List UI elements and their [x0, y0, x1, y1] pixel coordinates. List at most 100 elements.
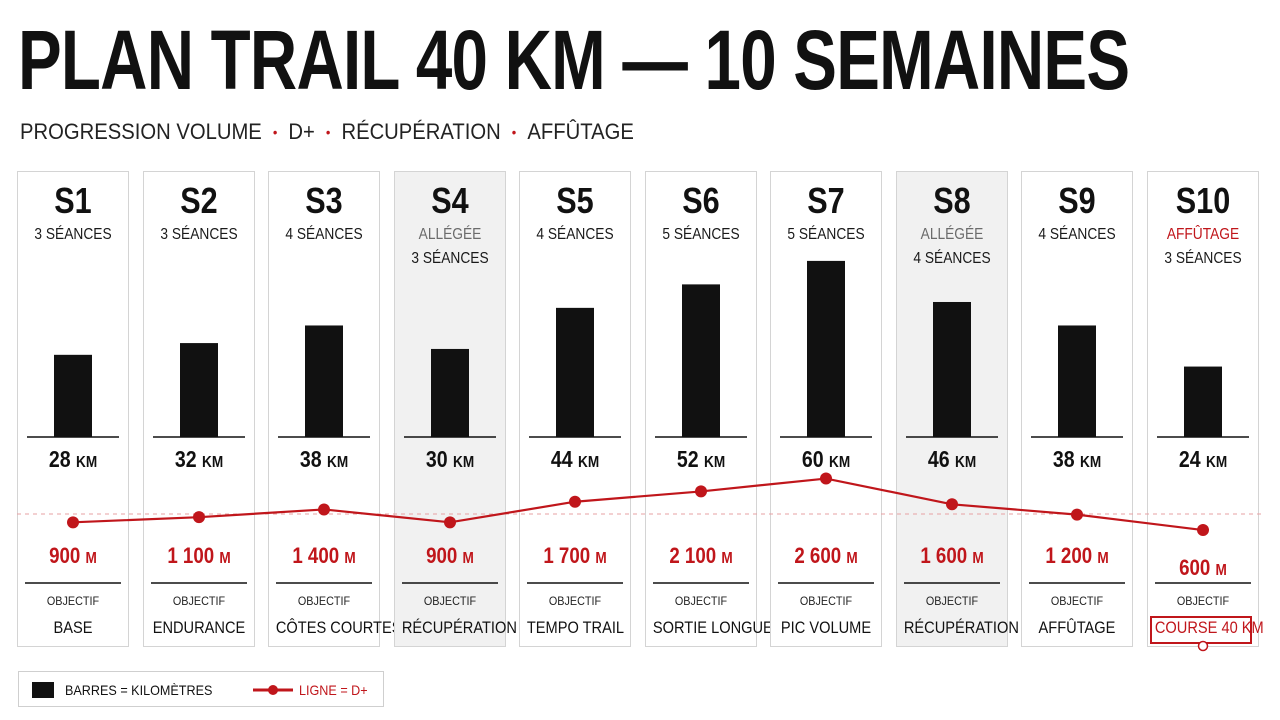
dplus-point — [193, 511, 205, 524]
legend-bars-label: BARRES = KILOMÈTRES — [65, 682, 213, 698]
dplus-value: 2 600 — [794, 543, 842, 568]
dplus-unit: M — [219, 550, 231, 567]
km-value: 52 — [676, 446, 699, 472]
objective-header: OBJECTIF — [46, 594, 100, 608]
dplus-value: 1 400 — [292, 543, 340, 568]
dplus-point — [695, 485, 707, 498]
objective-value: ENDURANCE — [152, 618, 246, 637]
week-label: S2 — [180, 180, 218, 221]
dplus-value: 1 200 — [1045, 543, 1093, 568]
km-label: 60 KM — [778, 445, 873, 477]
km-label: 28 KM — [25, 445, 120, 477]
legend-line-label: LIGNE = D+ — [299, 682, 368, 698]
week-label: S7 — [807, 180, 845, 221]
objective-header: OBJECTIF — [172, 594, 226, 608]
km-unit: KM — [578, 454, 600, 471]
subtitle-separator: • — [511, 124, 517, 140]
dplus-unit: M — [462, 550, 474, 567]
km-bar — [933, 301, 971, 437]
km-unit: KM — [327, 454, 349, 471]
week-label: S5 — [556, 180, 594, 221]
dplus-value: 900 — [426, 543, 458, 568]
dplus-unit: M — [1215, 562, 1227, 579]
week-sessions: 4 SÉANCES — [913, 250, 991, 267]
dplus-label: 600 M — [1155, 554, 1250, 585]
km-label: 38 KM — [276, 445, 371, 477]
week-sessions: 3 SÉANCES — [1164, 250, 1242, 267]
subtitle: PROGRESSION VOLUME • D+ • RÉCUPÉRATION •… — [20, 116, 634, 148]
subtitle-item: RÉCUPÉRATION — [341, 119, 501, 144]
week-sessions: 4 SÉANCES — [1038, 226, 1116, 243]
dplus-point — [318, 503, 330, 516]
km-bar — [556, 307, 594, 437]
week-tag: ALLÉGÉE — [418, 226, 482, 243]
dplus-unit: M — [1097, 550, 1109, 567]
km-unit: KM — [955, 454, 977, 471]
objective-value: RÉCUPÉRATION — [903, 618, 1019, 637]
subtitle-item: D+ — [288, 119, 315, 144]
dplus-label: 900 M — [25, 542, 120, 573]
dplus-unit: M — [721, 550, 733, 567]
dplus-label: 1 600 M — [904, 542, 999, 573]
km-label: 52 KM — [653, 445, 748, 477]
km-bar — [305, 325, 343, 437]
km-label: 32 KM — [151, 445, 246, 477]
subtitle-separator: • — [325, 124, 331, 140]
objective-header: OBJECTIF — [799, 594, 853, 608]
km-bar — [1184, 366, 1222, 437]
km-unit: KM — [202, 454, 224, 471]
dplus-value: 1 100 — [167, 543, 215, 568]
dplus-label: 1 700 M — [527, 542, 622, 573]
km-value: 32 — [174, 446, 197, 472]
dplus-unit: M — [85, 550, 97, 567]
week-label: S4 — [431, 180, 469, 221]
objective-value: PIC VOLUME — [780, 618, 872, 637]
dplus-point — [67, 516, 79, 529]
km-value: 46 — [927, 446, 950, 472]
dplus-line — [72, 477, 1204, 532]
line-marker-icon — [253, 685, 293, 695]
week-sessions: 4 SÉANCES — [285, 226, 363, 243]
week-label: S8 — [933, 180, 971, 221]
legend: BARRES = KILOMÈTRES LIGNE = D+ — [18, 671, 384, 707]
week-sessions: 3 SÉANCES — [160, 226, 238, 243]
week-label: S6 — [682, 180, 720, 221]
km-label: 30 KM — [402, 445, 497, 477]
km-unit: KM — [76, 454, 98, 471]
dplus-unit: M — [595, 550, 607, 567]
dplus-point — [569, 495, 581, 508]
km-value: 24 — [1178, 446, 1201, 472]
dplus-unit: M — [344, 550, 356, 567]
dplus-point — [820, 472, 832, 485]
subtitle-separator: • — [272, 124, 278, 140]
km-value: 28 — [48, 446, 71, 472]
km-bar — [431, 348, 469, 437]
km-value: 38 — [1052, 446, 1075, 472]
week-sessions: 4 SÉANCES — [536, 226, 614, 243]
km-bar — [807, 260, 845, 437]
week-label: S10 — [1175, 180, 1231, 221]
week-tag: AFFÛTAGE — [1166, 226, 1240, 243]
km-unit: KM — [1206, 454, 1228, 471]
objective-header: OBJECTIF — [674, 594, 728, 608]
km-value: 38 — [299, 446, 322, 472]
km-unit: KM — [704, 454, 726, 471]
dplus-unit: M — [972, 550, 984, 567]
objective-value: CÔTES COURTES — [275, 618, 402, 637]
week-label: S3 — [305, 180, 343, 221]
dplus-unit: M — [846, 550, 858, 567]
km-label: 38 KM — [1029, 445, 1124, 477]
dplus-label: 1 200 M — [1029, 542, 1124, 573]
dplus-point — [946, 498, 958, 511]
week-label: S9 — [1058, 180, 1096, 221]
dplus-label: 2 600 M — [778, 542, 873, 573]
objective-value: SORTIE LONGUE — [652, 618, 773, 637]
km-label: 44 KM — [527, 445, 622, 477]
km-bar — [180, 343, 218, 437]
dplus-point — [1197, 524, 1209, 537]
objective-value: BASE — [53, 618, 93, 637]
km-label: 46 KM — [904, 445, 999, 477]
km-value: 30 — [425, 446, 448, 472]
km-label: 24 KM — [1155, 445, 1250, 477]
objective-header: OBJECTIF — [1050, 594, 1104, 608]
